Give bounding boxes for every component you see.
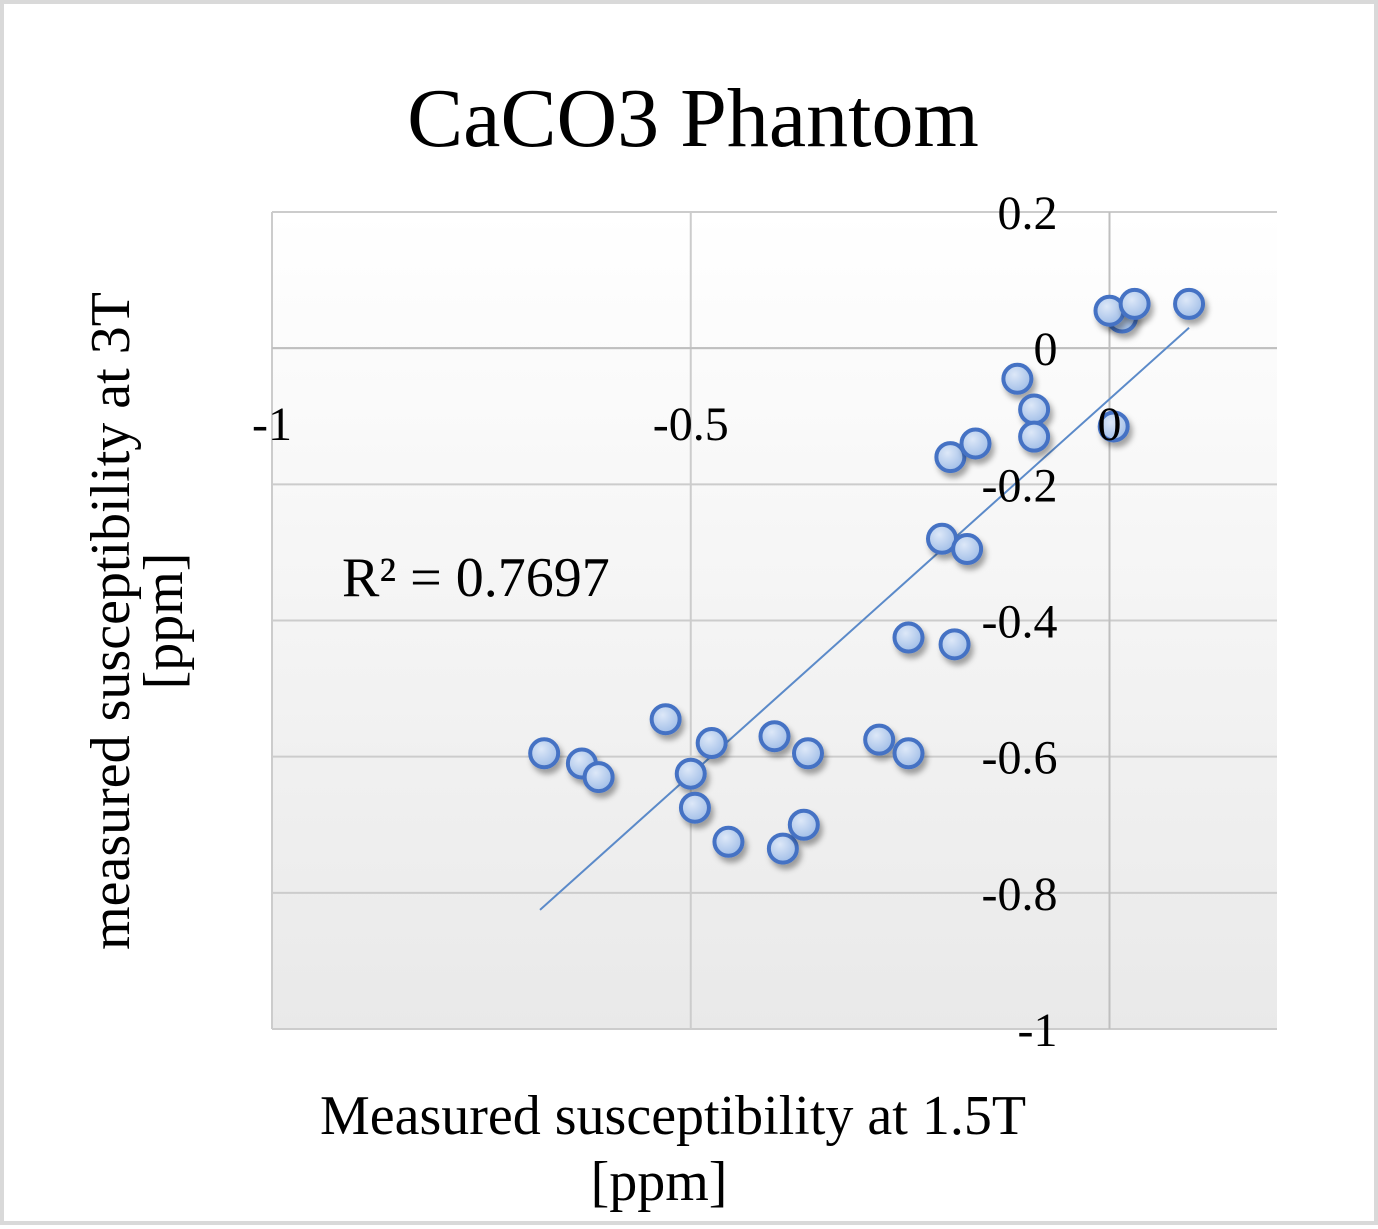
data-point: [695, 727, 728, 760]
y-axis-unit: [ppm]: [133, 553, 195, 690]
y-tick-label: -0.8: [982, 868, 1058, 921]
gridlines: [271, 211, 1277, 1030]
chart-title: CaCO3 Phantom: [407, 72, 979, 165]
data-point: [1097, 410, 1130, 443]
data-point: [792, 737, 824, 770]
y-tick-label: -0.4: [982, 596, 1058, 649]
r-squared-label: R² = 0.7697: [342, 547, 610, 609]
data-point: [678, 791, 711, 824]
data-point: [1018, 393, 1051, 426]
data-point: [938, 628, 971, 661]
x-axis-unit: [ppm]: [591, 1151, 728, 1213]
data-point: [787, 808, 820, 841]
y-tick-label: -0.2: [982, 459, 1058, 512]
data-point: [712, 825, 745, 858]
data-point: [951, 533, 984, 566]
data-point: [649, 703, 682, 736]
data-point: [582, 761, 615, 794]
data-point: [758, 720, 791, 753]
data-point: [766, 832, 799, 865]
x-axis-title: Measured susceptibility at 1.5T: [320, 1085, 1026, 1147]
x-tick-label: -1: [252, 398, 292, 451]
data-point: [934, 441, 967, 474]
y-tick-label: 0.2: [998, 187, 1058, 240]
y-tick-label: -1: [1018, 1004, 1058, 1057]
tick-labels: 0.2 0 -0.2 -0.4 -0.6 -0.8 -1 -1 -0.5 0: [252, 187, 1121, 1057]
data-points: [528, 287, 1206, 865]
scatter-chart: CaCO3 Phantom 0.2 0 -0.2 -0.4 -0.6 -0.8 -1 -1 -0…: [80, 72, 1277, 1213]
data-point: [1001, 362, 1034, 395]
data-point: [1173, 287, 1206, 320]
data-point: [674, 757, 707, 790]
data-point: [959, 427, 992, 460]
data-point: [892, 621, 925, 654]
trendline-group: [539, 326, 1190, 911]
x-tick-label: -0.5: [653, 398, 729, 451]
data-point: [1118, 287, 1151, 320]
x-tick-label: 0: [1098, 398, 1122, 451]
y-tick-label: -0.6: [982, 732, 1058, 785]
data-point: [528, 737, 561, 770]
trendline: [539, 326, 1190, 911]
y-tick-label: 0: [1034, 323, 1058, 376]
data-point: [892, 737, 925, 770]
data-point: [863, 723, 896, 756]
data-point: [1018, 420, 1051, 453]
y-axis-title: measured susceptibility at 3T: [80, 292, 142, 950]
